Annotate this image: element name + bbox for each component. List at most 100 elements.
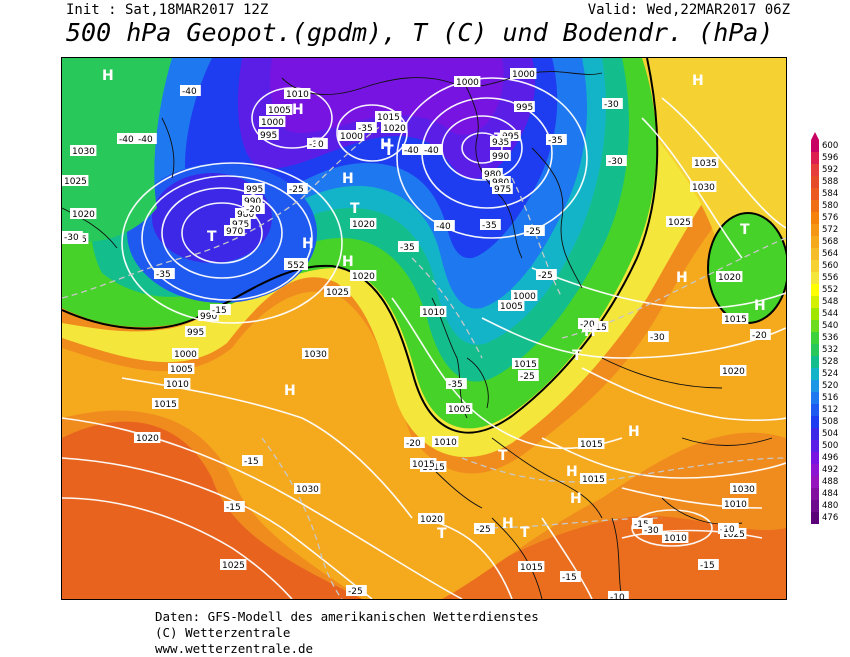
svg-text:1010: 1010 [664,534,687,544]
temperature-label: -20 [578,318,599,330]
pressure-label: 1005 [266,104,293,116]
svg-text:-40: -40 [182,87,197,97]
pressure-label: 1015 [722,313,749,325]
svg-text:1030: 1030 [732,485,755,495]
legend-swatch [811,236,819,248]
pressure-label: 1020 [418,513,445,525]
svg-text:1010: 1010 [434,438,457,448]
temperature-label: -35 [546,134,567,146]
svg-text:1025: 1025 [64,177,87,187]
legend-value: 484 [822,489,838,499]
temperature-label: -25 [346,585,367,597]
legend-swatch [811,488,819,500]
legend-value: 580 [822,201,838,211]
pressure-label: 1025 [324,286,351,298]
pressure-label: 1000 [338,130,365,142]
svg-text:1030: 1030 [692,183,715,193]
temperature-label: -15 [210,304,231,316]
pressure-label: 1010 [420,306,447,318]
pressure-label: 1010 [722,498,749,510]
svg-text:1020: 1020 [352,220,375,230]
svg-text:1020: 1020 [72,210,95,220]
temperature-label: -40 [136,133,157,145]
legend-value: 588 [822,177,838,187]
svg-text:-15: -15 [562,573,577,583]
temperature-label: -40 [434,220,455,232]
svg-text:995: 995 [246,185,263,195]
temperature-label: -15 [560,571,581,583]
svg-text:-30: -30 [309,140,324,150]
svg-text:1025: 1025 [326,288,349,298]
svg-text:1015: 1015 [514,360,537,370]
temperature-label: -10 [718,523,739,535]
svg-text:1020: 1020 [722,367,745,377]
low-pressure-marker: T [350,201,360,217]
svg-text:-35: -35 [156,270,171,280]
svg-text:-20: -20 [406,439,421,449]
svg-text:1000: 1000 [340,132,363,142]
svg-text:975: 975 [494,185,511,195]
legend-swatch [811,152,819,164]
legend-swatch [811,248,819,260]
legend-swatch [811,188,819,200]
temperature-label: -40 [117,133,138,145]
svg-text:552: 552 [287,261,304,271]
legend-value: 536 [822,333,838,343]
legend-swatch [811,164,819,176]
high-pressure-marker: H [676,270,688,286]
geopot-band-580 [62,421,362,599]
temperature-label: -30 [602,98,623,110]
pressure-label: 1020 [720,365,747,377]
svg-text:1030: 1030 [296,485,319,495]
pressure-label: 1015 [580,473,607,485]
temperature-label: -30 [648,331,669,343]
temperature-label: -30 [642,524,663,536]
temperature-label: -25 [536,269,557,281]
svg-text:-30: -30 [604,100,619,110]
pressure-label: 1005 [498,300,525,312]
pressure-label: 1030 [70,145,97,157]
svg-text:1030: 1030 [72,147,95,157]
legend-value: 516 [822,393,838,403]
svg-text:-30: -30 [644,526,659,536]
website-link[interactable]: www.wetterzentrale.de [155,641,314,656]
pressure-label: 1030 [302,348,329,360]
pressure-label: 1020 [350,218,377,230]
low-pressure-marker: T [207,229,217,245]
legend-swatch [811,380,819,392]
legend-swatch [811,224,819,236]
pressure-label: 995 [244,183,265,195]
low-pressure-marker: T [494,131,504,147]
low-pressure-marker: T [572,348,582,364]
pressure-label: 995 [258,129,279,141]
low-pressure-marker: T [437,526,447,542]
svg-text:1005: 1005 [170,365,193,375]
valid-time: Valid: Wed,22MAR2017 06Z [587,2,790,18]
legend-swatch [811,284,819,296]
svg-text:-40: -40 [436,222,451,232]
pressure-label: 1020 [381,122,408,134]
legend-swatch [811,368,819,380]
pressure-label: 1000 [454,76,481,88]
svg-text:1020: 1020 [136,434,159,444]
geopot-band-578 [442,515,786,599]
svg-text:1015: 1015 [580,440,603,450]
pressure-label: 990 [490,150,511,162]
legend-value: 524 [822,369,838,379]
svg-text:1000: 1000 [456,78,479,88]
svg-text:-25: -25 [289,185,304,195]
svg-text:990: 990 [200,312,217,322]
svg-text:985: 985 [492,138,509,148]
legend-swatch [811,500,819,512]
svg-text:1030: 1030 [304,350,327,360]
svg-text:-20: -20 [752,331,767,341]
map-title: 500 hPa Geopot.(gpdm), T (C) und Bodendr… [66,18,774,47]
high-pressure-marker: H [292,102,304,118]
svg-text:-40: -40 [404,146,419,156]
legend-swatch [811,440,819,452]
svg-text:-15: -15 [226,503,241,513]
svg-text:-35: -35 [482,221,497,231]
legend-swatch [811,140,819,152]
pressure-label: 1025 [62,175,89,187]
temperature-label: -20 [244,203,265,215]
